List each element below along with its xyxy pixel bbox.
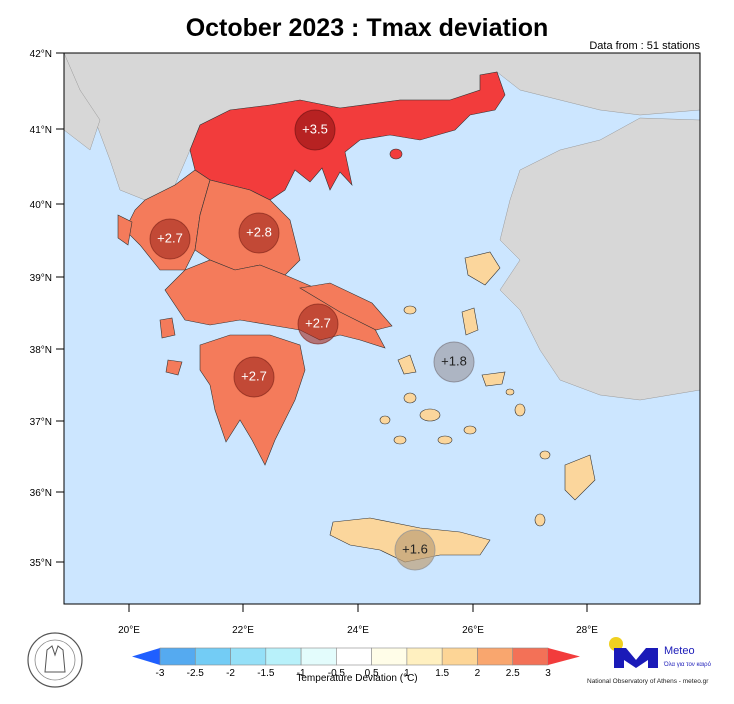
lon-tick: 28°E xyxy=(576,625,598,636)
bubble-macedonia-thrace xyxy=(294,109,336,151)
bubble-peloponnese xyxy=(233,356,275,398)
value-aegean-islands: +1.8 xyxy=(441,353,467,368)
bubble-thessaly xyxy=(238,212,280,254)
colorbar-bin xyxy=(230,647,267,666)
value-epirus: +2.7 xyxy=(157,230,183,245)
bubble-central-greece xyxy=(297,303,339,345)
lon-axis: 20°E 22°E 24°E 26°E 28°E xyxy=(118,604,598,636)
meteo-logo: Meteo Όλα για τον καιρό National Observa… xyxy=(587,637,712,685)
lon-tick: 24°E xyxy=(347,625,369,636)
bubble-crete xyxy=(394,529,436,571)
lat-tick: 40°N xyxy=(30,200,52,211)
lat-tick: 38°N xyxy=(30,345,52,356)
bubble-epirus xyxy=(149,218,191,260)
colorbar-low-arrow xyxy=(132,648,160,665)
region-macedonia-thrace xyxy=(189,71,506,201)
colorbar-bin xyxy=(300,647,337,666)
meteo-brand: Meteo xyxy=(664,645,695,657)
value-peloponnese: +2.7 xyxy=(241,368,267,383)
colorbar-tick: -2 xyxy=(226,668,235,679)
colorbar-bin xyxy=(194,647,231,666)
colorbar-bin xyxy=(441,647,478,666)
colorbar-label: Temperature Deviation (°C) xyxy=(296,673,417,684)
lat-tick: 39°N xyxy=(30,273,52,284)
lat-tick: 36°N xyxy=(30,488,52,499)
colorbar-tick: -1 xyxy=(297,668,306,679)
lon-tick: 20°E xyxy=(118,625,140,636)
bubble-aegean-islands xyxy=(433,341,475,383)
colorbar-tick: 3 xyxy=(545,668,551,679)
colorbar-tick: 0.5 xyxy=(365,668,379,679)
lat-tick: 37°N xyxy=(30,417,52,428)
lat-axis: 42°N 41°N 40°N 39°N 38°N 37°N 36°N 35°N xyxy=(30,49,64,569)
lat-tick: 42°N xyxy=(30,49,52,60)
lat-tick: 41°N xyxy=(30,125,52,136)
colorbar-bin xyxy=(477,647,514,666)
colorbar-high-arrow xyxy=(548,648,580,665)
colorbar-tick: -0.5 xyxy=(328,668,346,679)
noa-seal-logo xyxy=(27,632,83,688)
meteo-tagline: Όλα για τον καιρό xyxy=(663,661,712,668)
map-title: October 2023 : Tmax deviation xyxy=(185,14,549,42)
colorbar-bin xyxy=(406,647,443,666)
lon-tick: 26°E xyxy=(462,625,484,636)
colorbar-bin xyxy=(371,647,408,666)
map-frame xyxy=(63,52,701,605)
aegean-islands xyxy=(379,251,596,527)
value-macedonia-thrace: +3.5 xyxy=(302,121,328,136)
noa-credit: National Observatory of Athens - meteo.g… xyxy=(587,678,709,685)
region-euboea xyxy=(299,282,393,331)
region-peloponnese xyxy=(199,334,306,466)
colorbar-tick: 2 xyxy=(475,668,481,679)
lat-tick: 35°N xyxy=(30,558,52,569)
lon-tick: 22°E xyxy=(232,625,254,636)
colorbar-tick: -2.5 xyxy=(187,668,205,679)
value-central-greece: +2.7 xyxy=(305,315,331,330)
colorbar-bin xyxy=(512,647,549,666)
colorbar-tick: -3 xyxy=(156,668,165,679)
colorbar: -3 -2.5 -2 -1.5 -1 -0.5 0.5 1 1.5 2 2.5 3 xyxy=(132,647,580,679)
foreign-land xyxy=(63,52,701,401)
colorbar-tick: -1.5 xyxy=(257,668,275,679)
colorbar-tick: 1 xyxy=(404,668,410,679)
value-bubbles: +3.5 +2.7 +2.8 +2.7 +2.7 +1.8 +1.6 xyxy=(149,109,475,571)
value-crete: +1.6 xyxy=(402,541,428,556)
colorbar-tick: 2.5 xyxy=(506,668,520,679)
colorbar-tick: 1.5 xyxy=(435,668,449,679)
data-source-note: Data from : 51 stations xyxy=(589,40,700,52)
colorbar-bin xyxy=(159,647,196,666)
value-thessaly: +2.8 xyxy=(246,224,272,239)
colorbar-bin xyxy=(336,647,372,666)
colorbar-bin xyxy=(265,647,302,666)
